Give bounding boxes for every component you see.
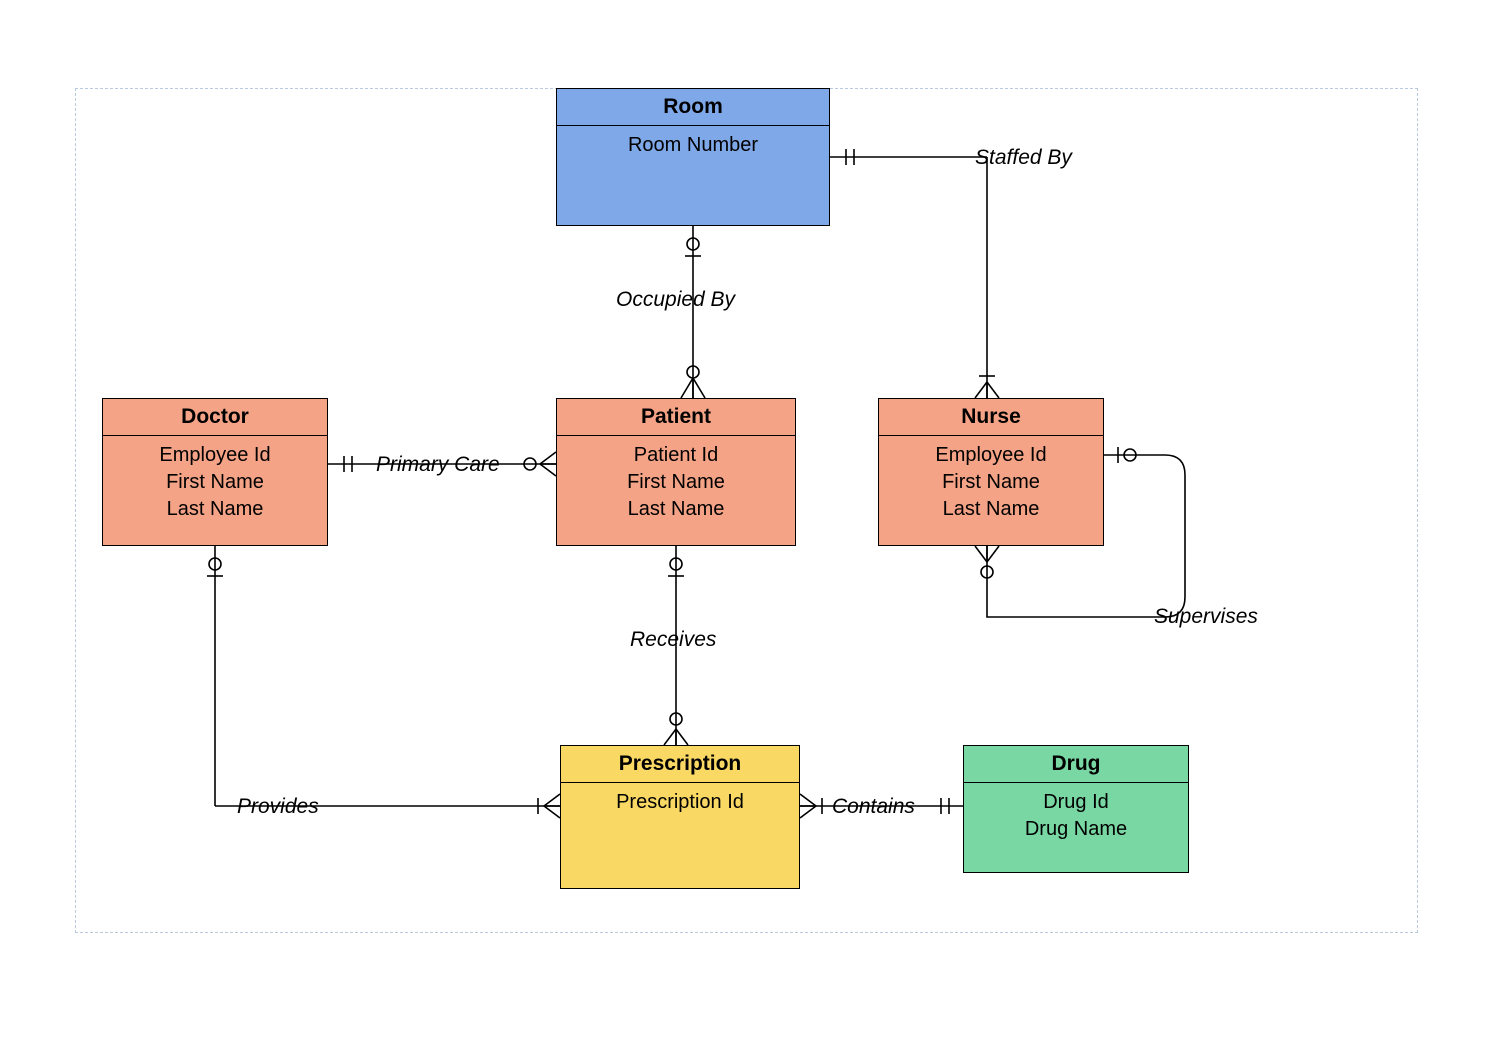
- entity-doctor-attr: First Name: [107, 469, 323, 496]
- entity-room-attrs: Room Number: [557, 126, 829, 225]
- entity-doctor-attr: Employee Id: [107, 442, 323, 469]
- entity-nurse-attr: First Name: [883, 469, 1099, 496]
- entity-drug-attr: Drug Name: [968, 816, 1184, 843]
- entity-prescription: Prescription Prescription Id: [560, 745, 800, 889]
- entity-prescription-attr: Prescription Id: [565, 789, 795, 816]
- entity-doctor: Doctor Employee Id First Name Last Name: [102, 398, 328, 546]
- rel-label-staffed-by: Staffed By: [975, 146, 1072, 170]
- entity-drug-title: Drug: [964, 746, 1188, 783]
- entity-doctor-attrs: Employee Id First Name Last Name: [103, 436, 327, 545]
- entity-drug: Drug Drug Id Drug Name: [963, 745, 1189, 873]
- rel-label-occupied-by: Occupied By: [616, 288, 735, 312]
- entity-patient-attr: Last Name: [561, 496, 791, 523]
- entity-nurse-attr: Last Name: [883, 496, 1099, 523]
- entity-nurse: Nurse Employee Id First Name Last Name: [878, 398, 1104, 546]
- entity-room-attr: Room Number: [561, 132, 825, 159]
- rel-label-primary-care: Primary Care: [376, 453, 500, 477]
- entity-doctor-attr: Last Name: [107, 496, 323, 523]
- entity-nurse-title: Nurse: [879, 399, 1103, 436]
- entity-prescription-attrs: Prescription Id: [561, 783, 799, 888]
- entity-nurse-attr: Employee Id: [883, 442, 1099, 469]
- entity-patient-attrs: Patient Id First Name Last Name: [557, 436, 795, 545]
- entity-prescription-title: Prescription: [561, 746, 799, 783]
- entity-room: Room Room Number: [556, 88, 830, 226]
- entity-patient-attr: First Name: [561, 469, 791, 496]
- entity-room-title: Room: [557, 89, 829, 126]
- rel-label-contains: Contains: [832, 795, 915, 819]
- entity-doctor-title: Doctor: [103, 399, 327, 436]
- entity-patient-attr: Patient Id: [561, 442, 791, 469]
- rel-label-receives: Receives: [630, 628, 716, 652]
- entity-nurse-attrs: Employee Id First Name Last Name: [879, 436, 1103, 545]
- entity-drug-attr: Drug Id: [968, 789, 1184, 816]
- rel-label-provides: Provides: [237, 795, 319, 819]
- entity-drug-attrs: Drug Id Drug Name: [964, 783, 1188, 872]
- entity-patient-title: Patient: [557, 399, 795, 436]
- entity-patient: Patient Patient Id First Name Last Name: [556, 398, 796, 546]
- rel-label-supervises: Supervises: [1154, 605, 1258, 629]
